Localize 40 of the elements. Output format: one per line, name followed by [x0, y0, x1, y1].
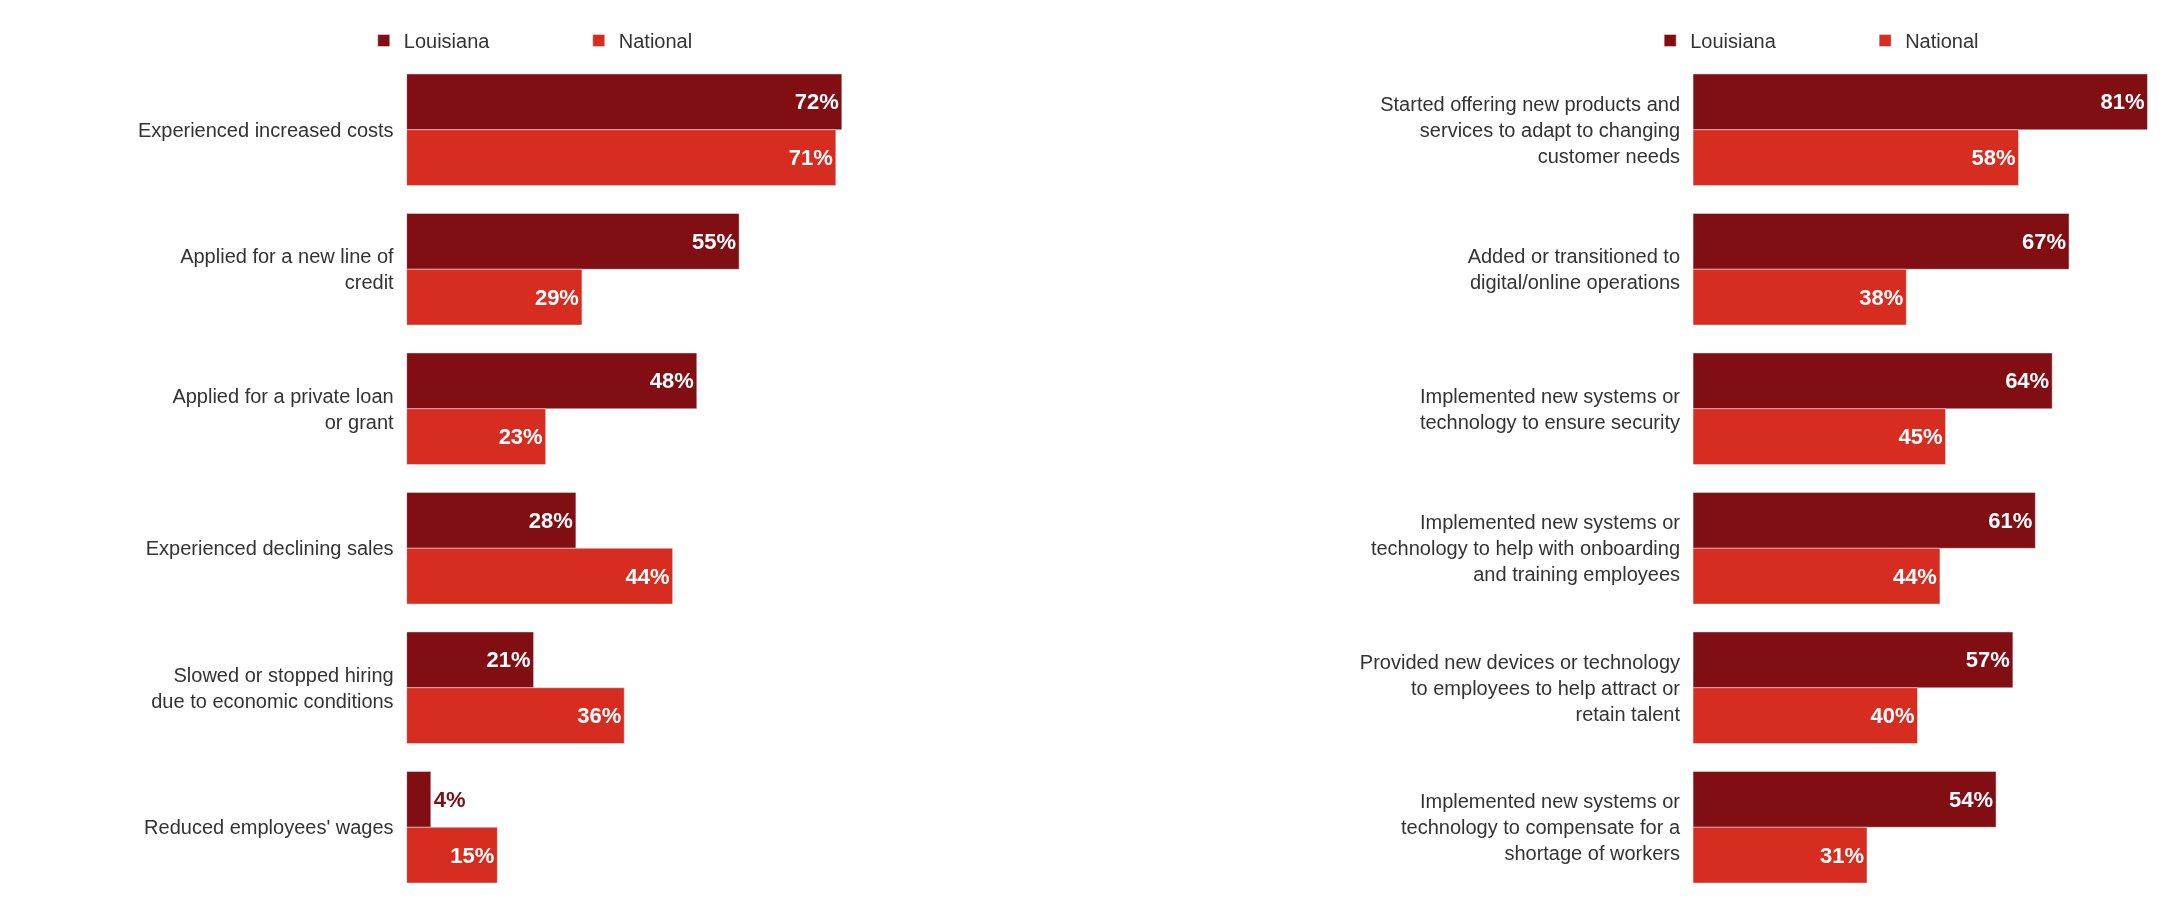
data-label: 31%	[1819, 842, 1864, 868]
legend-label: Louisiana	[403, 30, 491, 53]
data-label: 28%	[528, 507, 573, 533]
y-tick-label: Added or transitioned to digital/online operations	[1467, 245, 1681, 294]
data-label: 72%	[794, 89, 839, 115]
y-tick-label: Implemented new systems or technology to ensure security	[1419, 384, 1681, 433]
data-label: 81%	[2100, 89, 2145, 115]
y-tick-label: Applied for a new line of credit	[180, 245, 395, 294]
legend-label: Louisiana	[1690, 30, 1777, 53]
data-label: 48%	[649, 368, 694, 394]
data-label: 64%	[2005, 368, 2050, 394]
data-label: 67%	[2021, 228, 2067, 254]
y-tick-label: Experienced declining sales	[145, 537, 394, 560]
data-label: 21%	[486, 647, 531, 673]
y-tick-label: Started offering new products and services to adapt to changing customer needs	[1380, 92, 1681, 167]
data-label: 38%	[1859, 284, 1904, 310]
legend-label: National	[1905, 30, 1979, 53]
y-tick-label: Implemented new systems or technology to compensate for a shortage of workers	[1400, 790, 1681, 865]
y-tick-label: Slowed or stopped hiring due to economic conditions	[151, 663, 394, 712]
data-label: 54%	[1949, 786, 1994, 812]
data-label: 44%	[625, 563, 670, 589]
data-label: 44%	[1892, 563, 1937, 589]
data-label: 40%	[1870, 703, 1915, 729]
data-label: 23%	[498, 424, 543, 450]
y-tick-label: Implemented new systems or technology to help with onboarding and training employees	[1370, 511, 1681, 586]
data-label: 57%	[1965, 647, 2010, 673]
data-label: 29%	[534, 284, 579, 310]
y-tick-label: Provided new devices or technology to employees to help attract or retain talent	[1359, 650, 1681, 725]
data-label: 4%	[433, 786, 466, 812]
data-label: 36%	[577, 703, 622, 729]
legend-label: National	[618, 30, 693, 53]
data-label: 58%	[1971, 145, 2016, 171]
data-label: 45%	[1898, 424, 1943, 450]
data-label: 71%	[788, 145, 833, 171]
y-tick-label: Reduced employees' wages	[144, 816, 394, 839]
y-tick-label: Experienced increased costs	[137, 118, 394, 141]
data-label: 55%	[692, 228, 737, 254]
y-tick-label: Applied for a private loan or grant	[172, 384, 395, 433]
data-label: 15%	[450, 842, 495, 868]
data-label: 61%	[1988, 507, 2033, 533]
